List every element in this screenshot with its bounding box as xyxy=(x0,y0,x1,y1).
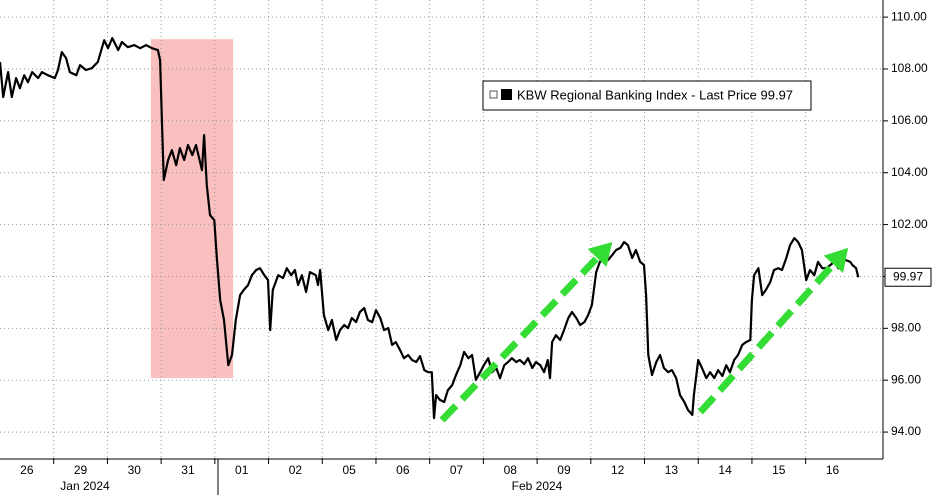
month-label: Jan 2024 xyxy=(60,479,110,493)
x-tick-label: 07 xyxy=(450,463,464,477)
legend-label: KBW Regional Banking Index - Last Price … xyxy=(517,87,793,102)
y-tick-label: 96.00 xyxy=(891,372,921,386)
x-tick-label: 14 xyxy=(718,463,732,477)
x-tick-label: 26 xyxy=(20,463,34,477)
x-tick-label: 31 xyxy=(181,463,195,477)
x-tick-label: 06 xyxy=(396,463,410,477)
x-tick-label: 08 xyxy=(504,463,518,477)
y-tick-label: 94.00 xyxy=(891,424,921,438)
x-tick-label: 13 xyxy=(665,463,679,477)
x-tick-label: 01 xyxy=(235,463,249,477)
legend-toggle xyxy=(489,90,498,99)
y-tick-label: 104.00 xyxy=(891,165,928,179)
x-tick-label: 30 xyxy=(128,463,142,477)
x-tick-label: 09 xyxy=(557,463,571,477)
y-tick-label: 106.00 xyxy=(891,113,928,127)
arrow-head xyxy=(823,247,849,273)
last-value-box xyxy=(884,267,932,287)
arrow-head xyxy=(587,241,613,267)
y-tick-label: 110.00 xyxy=(891,9,927,23)
highlight-region xyxy=(150,39,234,379)
x-tick-label: 15 xyxy=(772,463,786,477)
x-tick-label: 29 xyxy=(74,463,88,477)
y-tick-label: 98.00 xyxy=(891,321,921,335)
x-tick-label: 16 xyxy=(826,463,840,477)
y-tick-label: 102.00 xyxy=(891,217,928,231)
trend-arrow xyxy=(697,261,836,415)
trend-arrow xyxy=(439,255,600,423)
price-line xyxy=(0,37,860,420)
y-tick-label: 108.00 xyxy=(891,61,928,75)
x-tick-label: 12 xyxy=(611,463,625,477)
legend-box xyxy=(482,80,812,111)
month-label: Feb 2024 xyxy=(512,479,563,493)
last-value-label: 99.97 xyxy=(893,269,923,283)
x-tick-label: 02 xyxy=(289,463,303,477)
legend-swatch xyxy=(501,89,512,100)
x-tick-label: 05 xyxy=(342,463,356,477)
